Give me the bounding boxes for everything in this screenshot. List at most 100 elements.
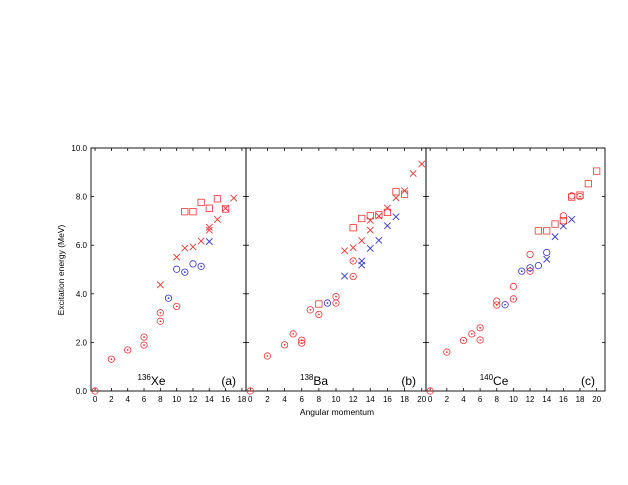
cross-stroke xyxy=(349,244,357,252)
cross-stroke xyxy=(366,244,374,252)
circle-dot xyxy=(249,390,252,392)
panel-frame xyxy=(245,147,427,392)
data-point xyxy=(205,238,213,246)
data-point xyxy=(173,265,181,273)
circle-marker xyxy=(164,294,173,302)
circle-dot xyxy=(292,332,295,335)
circle-marker xyxy=(140,333,148,341)
data-point xyxy=(222,205,230,213)
data-point xyxy=(418,160,426,168)
data-point xyxy=(205,223,213,231)
square-marker xyxy=(213,195,222,203)
square-marker xyxy=(559,217,567,225)
data-point xyxy=(383,208,392,216)
circle-dot xyxy=(470,332,473,335)
x-tick-label: 8 xyxy=(495,395,500,404)
panel-a: 0 2 4 6 8 10 12 14 16 18 0.0 2.0 4.0 6.0 8.0 10.0 136Xe (… xyxy=(71,144,246,404)
data-point xyxy=(332,299,340,307)
circle-dot xyxy=(504,303,506,306)
data-point xyxy=(366,212,374,220)
circle-dot xyxy=(283,343,286,346)
data-point xyxy=(156,309,164,317)
circle-marker xyxy=(468,330,476,338)
x-tick-label: 12 xyxy=(349,395,358,404)
data-point xyxy=(124,346,132,354)
circle-dot xyxy=(159,311,162,314)
square-marker xyxy=(222,205,230,213)
circle-dot xyxy=(110,358,113,361)
data-point xyxy=(173,302,181,311)
x-tick-label: 8 xyxy=(158,395,163,404)
circle-dot xyxy=(479,326,482,329)
x-tick-label: 10 xyxy=(332,395,341,404)
data-point xyxy=(551,233,559,241)
circle-marker xyxy=(156,309,164,317)
data-point xyxy=(409,169,417,178)
panel-frame xyxy=(90,147,247,392)
data-point xyxy=(392,188,400,196)
data-point xyxy=(543,227,551,235)
x-tick-label: 16 xyxy=(383,395,392,404)
x-tick-label: 4 xyxy=(461,395,466,404)
circle-marker xyxy=(509,295,518,303)
cross-stroke xyxy=(181,244,189,252)
data-point xyxy=(349,244,357,252)
panels: 0 2 4 6 8 10 12 14 16 18 0.0 2.0 4.0 6.0 8.0 10.0 136Xe (… xyxy=(71,144,606,404)
data-point xyxy=(306,306,314,314)
data-point xyxy=(341,247,349,255)
circle-marker xyxy=(289,330,297,338)
data-point xyxy=(375,236,383,244)
square-marker xyxy=(349,224,357,232)
y-tick-label: 10.0 xyxy=(71,144,87,153)
cross-stroke xyxy=(341,247,349,255)
cross-stroke xyxy=(341,272,349,280)
isotope-label: 138Ba xyxy=(300,373,328,388)
data-point xyxy=(358,237,366,245)
cross-stroke xyxy=(213,215,221,223)
x-tick-label: 12 xyxy=(189,395,198,404)
circle-dot xyxy=(143,344,145,346)
x-tick-label: 14 xyxy=(366,395,375,404)
data-point xyxy=(459,336,468,345)
circle-marker xyxy=(140,341,148,349)
y-tick-label: 4.0 xyxy=(76,290,88,299)
data-point xyxy=(205,226,213,234)
data-point xyxy=(263,352,272,360)
square-marker xyxy=(383,208,392,216)
circle-dot xyxy=(200,265,203,268)
circle-dot xyxy=(175,305,178,308)
cross-stroke xyxy=(205,238,213,246)
data-point xyxy=(349,272,357,281)
isotope-element: Ba xyxy=(313,374,328,388)
x-tick-label: 2 xyxy=(445,395,450,404)
x-tick-label: 18 xyxy=(576,395,585,404)
data-point xyxy=(400,190,409,198)
circle-dot xyxy=(317,313,320,316)
circle-dot xyxy=(429,390,432,392)
x-tick-label: 2 xyxy=(265,395,270,404)
data-point xyxy=(559,212,567,220)
circle-marker xyxy=(197,262,205,270)
circle-marker xyxy=(189,260,197,268)
x-tick-label: 18 xyxy=(237,395,246,404)
x-tick-label: 20 xyxy=(417,395,426,404)
panel-tag: (a) xyxy=(221,374,236,388)
square-marker xyxy=(551,220,559,228)
data-point xyxy=(358,214,366,223)
isotope-mass: 136 xyxy=(138,373,152,382)
cross-stroke xyxy=(230,194,238,202)
panel-b: 0 2 4 6 8 10 12 14 16 18 20 138Ba (b) xyxy=(245,147,427,404)
circle-marker xyxy=(526,264,534,272)
square-marker xyxy=(375,211,383,219)
data-point xyxy=(551,220,559,228)
cross-stroke xyxy=(173,253,181,261)
data-point xyxy=(426,387,434,395)
data-point xyxy=(375,211,383,219)
data-point xyxy=(332,293,340,301)
circle-marker xyxy=(518,267,526,275)
data-point xyxy=(366,226,374,234)
circle-dot xyxy=(512,298,515,300)
x-tick-label: 4 xyxy=(125,395,130,404)
cross-stroke xyxy=(366,226,374,234)
isotope-label: 136Xe xyxy=(138,373,166,388)
